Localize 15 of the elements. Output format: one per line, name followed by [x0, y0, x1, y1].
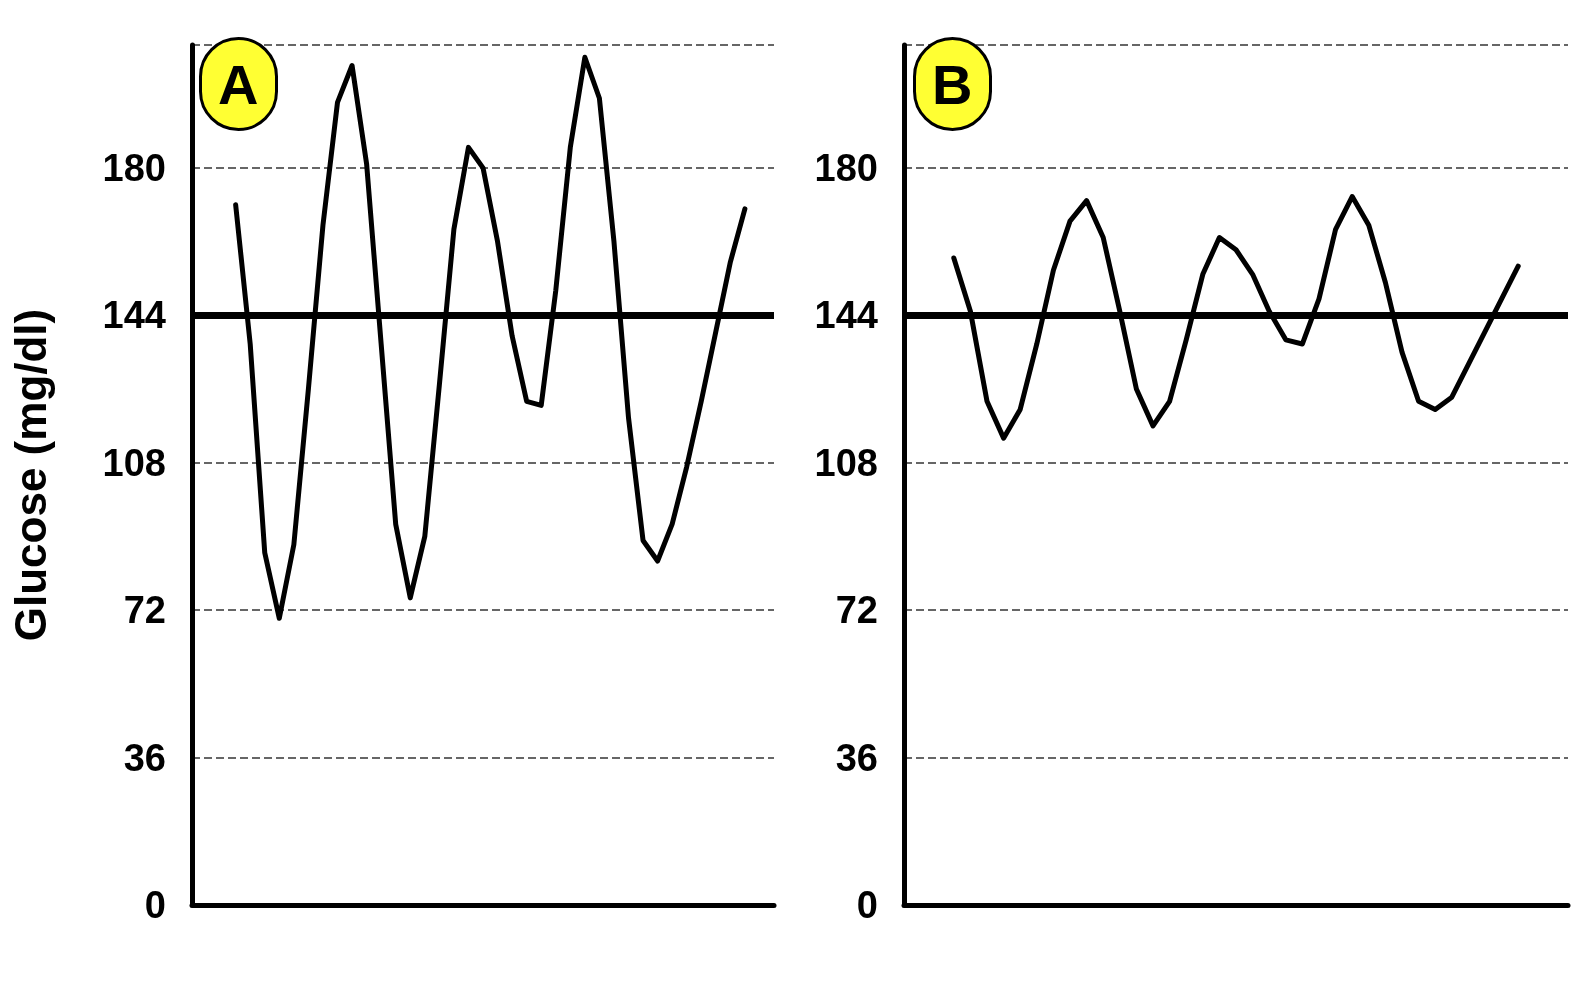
y-tick-label: 144	[102, 294, 166, 337]
y-tick-label: 144	[814, 294, 878, 337]
y-tick-label: 108	[102, 441, 166, 484]
chart-title: A	[218, 52, 259, 116]
y-tick-label: 180	[814, 146, 878, 189]
y-tick-label: 72	[123, 589, 166, 632]
y-tick-label: 0	[144, 884, 166, 926]
y-tick-label: 180	[102, 146, 166, 189]
y-tick-label: 36	[835, 736, 878, 779]
chart-title: B	[932, 52, 973, 116]
y-tick-label: 0	[856, 884, 878, 926]
y-tick-label: 108	[814, 441, 878, 484]
y-axis-title: Glucose (mg/dl)	[5, 308, 55, 642]
y-tick-label: 36	[123, 736, 166, 779]
y-tick-label: 72	[835, 589, 878, 632]
